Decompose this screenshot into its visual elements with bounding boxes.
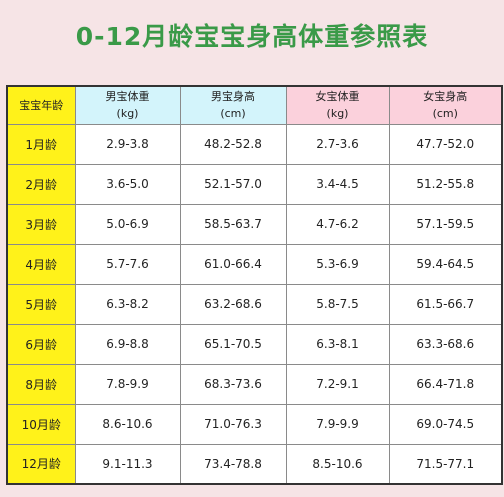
boy-weight-cell: 5.0-6.9 [74,203,181,245]
age-cell: 6月龄 [6,323,76,365]
boy-weight-cell: 9.1-11.3 [74,443,181,485]
girl-height-cell: 71.5-77.1 [388,443,503,485]
header-label: 女宝身高 [423,90,468,104]
girl-weight-cell: 5.8-7.5 [285,283,390,325]
page-title: 0-12月龄宝宝身高体重参照表 [75,22,429,51]
girl-height-cell: 59.4-64.5 [388,243,503,285]
boy-height-cell: 68.3-73.6 [179,363,287,405]
boy-height-cell: 48.2-52.8 [179,123,287,165]
boy-height-cell: 65.1-70.5 [179,323,287,365]
table-row: 8月龄 7.8-9.9 68.3-73.6 7.2-9.1 66.4-71.8 [6,363,503,405]
header-boy-weight: 男宝体重 (kg) [74,85,181,125]
age-cell: 3月龄 [6,203,76,245]
table-row: 2月龄 3.6-5.0 52.1-57.0 3.4-4.5 51.2-55.8 [6,163,503,205]
boy-weight-cell: 5.7-7.6 [74,243,181,285]
girl-weight-cell: 8.5-10.6 [285,443,390,485]
table-row: 10月龄 8.6-10.6 71.0-76.3 7.9-9.9 69.0-74.… [6,403,503,445]
header-unit: (cm) [432,107,458,121]
boy-height-cell: 61.0-66.4 [179,243,287,285]
girl-weight-cell: 2.7-3.6 [285,123,390,165]
header-label: 宝宝年龄 [19,98,64,112]
girl-weight-cell: 6.3-8.1 [285,323,390,365]
age-cell: 5月龄 [6,283,76,325]
age-cell: 8月龄 [6,363,76,405]
girl-weight-cell: 4.7-6.2 [285,203,390,245]
girl-height-cell: 69.0-74.5 [388,403,503,445]
boy-weight-cell: 7.8-9.9 [74,363,181,405]
girl-weight-cell: 7.9-9.9 [285,403,390,445]
boy-height-cell: 73.4-78.8 [179,443,287,485]
table-row: 6月龄 6.9-8.8 65.1-70.5 6.3-8.1 63.3-68.6 [6,323,503,365]
age-cell: 10月龄 [6,403,76,445]
header-boy-height: 男宝身高 (cm) [179,85,287,125]
boy-weight-cell: 2.9-3.8 [74,123,181,165]
girl-weight-cell: 7.2-9.1 [285,363,390,405]
table-row: 3月龄 5.0-6.9 58.5-63.7 4.7-6.2 57.1-59.5 [6,203,503,245]
boy-weight-cell: 8.6-10.6 [74,403,181,445]
age-cell: 1月龄 [6,123,76,165]
table-row: 4月龄 5.7-7.6 61.0-66.4 5.3-6.9 59.4-64.5 [6,243,503,285]
girl-height-cell: 63.3-68.6 [388,323,503,365]
header-girl-height: 女宝身高 (cm) [388,85,503,125]
boy-height-cell: 71.0-76.3 [179,403,287,445]
header-label: 男宝体重 [105,90,150,104]
table-row: 1月龄 2.9-3.8 48.2-52.8 2.7-3.6 47.7-52.0 [6,123,503,165]
girl-weight-cell: 5.3-6.9 [285,243,390,285]
boy-weight-cell: 6.9-8.8 [74,323,181,365]
header-unit: (kg) [326,107,349,121]
header-unit: (cm) [220,107,246,121]
table-row: 5月龄 6.3-8.2 63.2-68.6 5.8-7.5 61.5-66.7 [6,283,503,325]
girl-height-cell: 66.4-71.8 [388,363,503,405]
girl-weight-cell: 3.4-4.5 [285,163,390,205]
girl-height-cell: 47.7-52.0 [388,123,503,165]
girl-height-cell: 61.5-66.7 [388,283,503,325]
boy-height-cell: 63.2-68.6 [179,283,287,325]
header-label: 男宝身高 [211,90,255,104]
boy-weight-cell: 6.3-8.2 [74,283,181,325]
table-header-row: 宝宝年龄 男宝体重 (kg) 男宝身高 (cm) 女宝体重 (kg) 女宝身高 … [6,85,503,125]
header-age: 宝宝年龄 [6,85,76,125]
boy-height-cell: 52.1-57.0 [179,163,287,205]
table-row: 12月龄 9.1-11.3 73.4-78.8 8.5-10.6 71.5-77… [6,443,503,485]
header-label: 女宝体重 [315,90,360,104]
growth-reference-table: 宝宝年龄 男宝体重 (kg) 男宝身高 (cm) 女宝体重 (kg) 女宝身高 … [6,85,503,485]
age-cell: 12月龄 [6,443,76,485]
girl-height-cell: 51.2-55.8 [388,163,503,205]
boy-height-cell: 58.5-63.7 [179,203,287,245]
girl-height-cell: 57.1-59.5 [388,203,503,245]
age-cell: 4月龄 [6,243,76,285]
header-girl-weight: 女宝体重 (kg) [285,85,390,125]
age-cell: 2月龄 [6,163,76,205]
header-unit: (kg) [116,107,139,121]
boy-weight-cell: 3.6-5.0 [74,163,181,205]
